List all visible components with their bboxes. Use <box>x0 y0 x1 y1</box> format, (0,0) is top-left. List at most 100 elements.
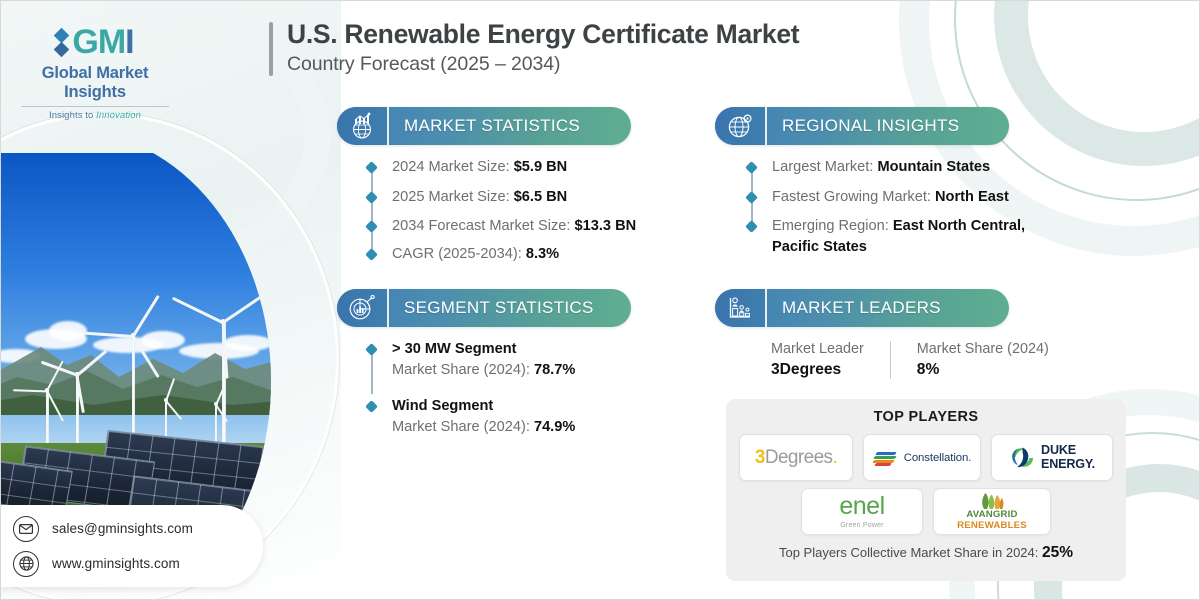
top-players-footer-value: 25% <box>1041 544 1074 561</box>
bullet-icon <box>745 220 758 234</box>
list-item-label: Largest Market: <box>772 159 878 175</box>
avangrid-leaves-icon <box>979 492 1005 510</box>
list-item: Fastest Growing Market: North East <box>745 187 1087 208</box>
market-leader-value: 3Degrees <box>771 361 842 378</box>
player-logo-3degrees[interactable]: 3Degrees. <box>739 434 853 481</box>
bullet-icon <box>365 343 378 356</box>
page-title-block: U.S. Renewable Energy Certificate Market… <box>269 19 800 76</box>
list-item-label: 2034 Forecast Market Size: <box>392 218 575 235</box>
banner-regional-insights-label: REGIONAL INSIGHTS <box>782 116 960 135</box>
logo-tagline: Insights to Innovation <box>15 110 175 121</box>
logo-enel-subtext: Green Power <box>840 521 884 529</box>
logo-divider <box>21 106 169 107</box>
list-item: CAGR (2025-2034): 8.3% <box>365 244 697 265</box>
list-item: Emerging Region: East North Central, Pac… <box>745 216 1087 257</box>
list-item: > 30 MW Segment Market Share (2024): 78.… <box>365 339 697 380</box>
banner-regional-insights: REGIONAL INSIGHTS <box>715 107 1009 145</box>
list-item-value: 74.9% <box>533 419 576 436</box>
list-item-value: $5.9 BN <box>513 159 568 175</box>
donut-chart-icon <box>337 289 389 327</box>
banner-market-statistics: MARKET STATISTICS <box>337 107 631 145</box>
top-players-footer-label: Top Players Collective Market Share in 2… <box>778 545 1042 560</box>
list-segment-statistics: > 30 MW Segment Market Share (2024): 78.… <box>365 339 697 438</box>
duke-energy-mark-icon <box>1009 444 1036 471</box>
list-item-value: 8.3% <box>525 246 560 263</box>
banner-market-leaders-label: MARKET LEADERS <box>782 298 941 317</box>
globe-icon <box>13 550 39 577</box>
market-share-label: Market Share (2024) <box>916 341 1049 357</box>
list-item: 2034 Forecast Market Size: $13.3 BN <box>365 216 697 237</box>
banner-segment-statistics: SEGMENT STATISTICS <box>337 289 631 327</box>
globe-pin-icon <box>715 107 767 145</box>
logo-3degrees-3: 3 <box>754 446 766 468</box>
player-logo-enel[interactable]: enel Green Power <box>801 488 923 535</box>
market-share-cell: Market Share (2024) 8% <box>889 341 1075 379</box>
segment-heading: Wind Segment <box>392 398 494 415</box>
list-item: 2025 Market Size: $6.5 BN <box>365 187 697 208</box>
market-share-value: 8% <box>916 361 940 378</box>
market-leader-label: Market Leader <box>771 341 864 357</box>
bullet-icon <box>365 400 378 414</box>
company-logo[interactable]: GMI Global Market Insights Insights to I… <box>15 23 175 121</box>
list-item: 2024 Market Size: $5.9 BN <box>365 157 697 178</box>
logo-duke-line2: ENERGY. <box>1041 456 1095 471</box>
list-item-label: 2024 Market Size: <box>392 159 514 175</box>
contact-email-text: sales@gminsights.com <box>52 521 194 536</box>
player-logo-constellation[interactable]: Constellation. <box>863 434 981 481</box>
logo-3degrees-dot: . <box>832 446 838 468</box>
globe-chart-icon <box>337 107 389 145</box>
photo-mountains <box>1 347 271 415</box>
list-item: Wind Segment Market Share (2024): 74.9% <box>365 396 697 437</box>
top-players-logo-grid: 3Degrees. Constellation. <box>739 434 1113 535</box>
page-title: U.S. Renewable Energy Certificate Market <box>287 19 800 49</box>
bullet-icon <box>365 220 378 234</box>
logo-letters: GMI <box>72 23 134 61</box>
logo-avangrid-line2: RENEWABLES <box>957 519 1027 531</box>
top-players-panel: TOP PLAYERS 3Degrees. Constellation. <box>726 399 1126 581</box>
logo-enel-text: enel <box>839 491 885 520</box>
banner-market-statistics-label: MARKET STATISTICS <box>404 116 581 135</box>
top-players-logo-row: enel Green Power <box>801 488 1051 535</box>
list-regional-insights: Largest Market: Mountain States Fastest … <box>745 157 1087 258</box>
list-item-label: CAGR (2025-2034): <box>392 246 526 263</box>
envelope-icon <box>13 515 39 542</box>
photo-cloud <box>49 321 87 341</box>
photo-cloud <box>141 331 185 349</box>
page-subtitle: Country Forecast (2025 – 2034) <box>287 52 561 75</box>
list-item-value: East North Central, Pacific States <box>772 218 1026 256</box>
segment-heading: > 30 MW Segment <box>392 341 517 357</box>
market-leaders-values: Market Leader 3Degrees Market Share (202… <box>771 341 1075 379</box>
logo-tagline-b: Innovation <box>96 110 141 121</box>
list-item-value: $6.5 BN <box>513 188 568 205</box>
market-leader-cell: Market Leader 3Degrees <box>771 341 890 379</box>
photo-cloud <box>223 335 271 351</box>
contact-email-row[interactable]: sales@gminsights.com <box>13 515 263 542</box>
list-item: Largest Market: Mountain States <box>745 157 1087 178</box>
logo-3degrees-text: Degrees <box>764 446 833 468</box>
banner-segment-statistics-label: SEGMENT STATISTICS <box>404 298 594 317</box>
logo-constellation-text: Constellation. <box>903 451 972 464</box>
logo-tagline-a: Insights to <box>49 110 97 121</box>
list-item-value: Mountain States <box>877 159 991 175</box>
logo-duke-line1: DUKE <box>1041 443 1076 458</box>
bullet-icon <box>745 190 758 204</box>
list-item-value: $13.3 BN <box>574 218 637 235</box>
bullet-icon <box>365 190 378 204</box>
list-market-statistics: 2024 Market Size: $5.9 BN 2025 Market Si… <box>365 157 697 265</box>
logo-avangrid-line1: AVANGRID <box>966 509 1018 521</box>
banner-market-leaders: MARKET LEADERS <box>715 289 1009 327</box>
list-item-label: Fastest Growing Market: <box>772 188 936 205</box>
logo-mark: GMI <box>15 23 175 61</box>
constellation-mark-icon <box>871 450 899 466</box>
player-logo-avangrid-renewables[interactable]: AVANGRID RENEWABLES <box>933 488 1051 535</box>
list-item-label: Emerging Region: <box>772 218 893 235</box>
top-players-logo-row: 3Degrees. Constellation. <box>739 434 1113 481</box>
player-logo-duke-energy[interactable]: DUKE ENERGY. <box>991 434 1113 481</box>
logo-company-name: Global Market Insights <box>41 64 149 101</box>
bullet-icon <box>365 161 378 174</box>
list-item-label: Market Share (2024): <box>392 361 534 378</box>
contact-website-text: www.gminsights.com <box>52 556 180 571</box>
contact-website-row[interactable]: www.gminsights.com <box>13 550 263 577</box>
logo-diamonds-icon <box>54 27 70 57</box>
